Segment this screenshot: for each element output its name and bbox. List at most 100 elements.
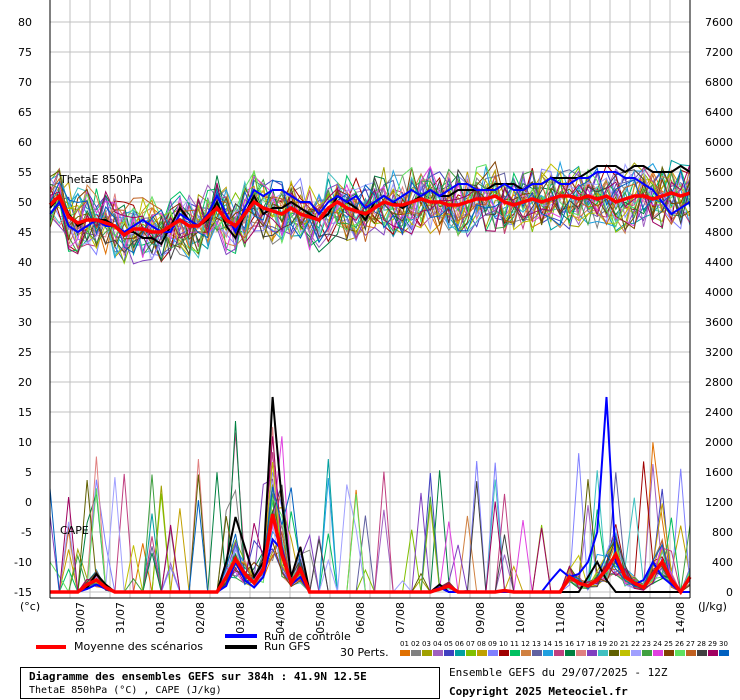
pert-swatch — [422, 650, 432, 656]
pert-number: 04 — [433, 640, 442, 648]
right-tick-label: 0 — [726, 586, 733, 599]
theta-perturbation-line — [49, 164, 691, 255]
date-tick-label: 11/08 — [554, 602, 567, 634]
left-tick-label: -15 — [14, 586, 32, 599]
pert-number: 06 — [455, 640, 464, 648]
footer-title: Diagramme des ensembles GEFS sur 384h : … — [29, 670, 367, 683]
date-tick-label: 09/08 — [474, 602, 487, 634]
date-tick-label: 08/08 — [434, 602, 447, 634]
pert-number: 16 — [565, 640, 574, 648]
pert-number: 12 — [521, 640, 530, 648]
pert-number: 17 — [576, 640, 585, 648]
pert-number: 20 — [609, 640, 618, 648]
right-tick-label: 1600 — [705, 466, 733, 479]
right-axis-ticks: 7600720068006400600056005200480044004000… — [705, 16, 733, 599]
cape-label: CAPE — [60, 524, 89, 537]
pert-number: 26 — [675, 640, 684, 648]
pert-number: 13 — [532, 640, 541, 648]
run-info: Ensemble GEFS du 29/07/2025 - 12Z — [449, 666, 668, 679]
pert-swatch — [543, 650, 553, 656]
pert-swatch — [532, 650, 542, 656]
right-tick-label: 6800 — [705, 76, 733, 89]
right-tick-label: 4400 — [705, 256, 733, 269]
theta-label: ThetaE 850hPa — [59, 173, 143, 186]
left-tick-label: -10 — [14, 556, 32, 569]
pert-swatch — [719, 650, 729, 656]
pert-number: 21 — [620, 640, 629, 648]
theta-mean-line — [48, 191, 691, 238]
pert-number: 19 — [598, 640, 607, 648]
pert-swatch — [444, 650, 454, 656]
date-tick-label: 10/08 — [514, 602, 527, 634]
pert-number: 27 — [686, 640, 695, 648]
footer-subtitle: ThetaE 850hPa (°C) , CAPE (J/kg) — [29, 685, 222, 696]
cape-mean-line — [50, 513, 692, 596]
pert-swatch — [620, 650, 630, 656]
date-tick-label: 05/08 — [314, 602, 327, 634]
pert-swatch — [466, 650, 476, 656]
legend-control-label: Run de contrôle — [264, 630, 351, 643]
left-axis-unit: (°c) — [20, 600, 40, 613]
legend-mean-label: Moyenne des scénarios — [74, 640, 203, 653]
pert-number: 14 — [543, 640, 552, 648]
pert-swatch — [576, 650, 586, 656]
date-tick-label: 31/07 — [114, 602, 127, 634]
legend-control-line — [225, 634, 257, 638]
pert-number: 29 — [708, 640, 717, 648]
pert-number: 22 — [631, 640, 640, 648]
right-tick-label: 2400 — [705, 406, 733, 419]
left-tick-label: 75 — [18, 46, 32, 59]
date-tick-label: 04/08 — [274, 602, 287, 634]
theta-perturbation-line — [49, 162, 691, 261]
left-tick-label: 20 — [18, 376, 32, 389]
date-tick-label: 01/08 — [154, 602, 167, 634]
left-tick-label: 35 — [18, 286, 32, 299]
footer-box: Diagramme des ensembles GEFS sur 384h : … — [20, 667, 440, 699]
theta-control-line — [49, 171, 691, 235]
date-tick-label: 02/08 — [194, 602, 207, 634]
pert-swatch — [631, 650, 641, 656]
pert-swatch — [686, 650, 696, 656]
pert-swatch — [521, 650, 531, 656]
right-tick-label: 800 — [712, 526, 733, 539]
date-tick-label: 07/08 — [394, 602, 407, 634]
pert-number: 10 — [499, 640, 508, 648]
theta-perturbation-line — [49, 167, 691, 254]
right-tick-label: 1200 — [705, 496, 733, 509]
right-tick-label: 4000 — [705, 286, 733, 299]
pert-number: 28 — [697, 640, 706, 648]
right-tick-label: 3600 — [705, 316, 733, 329]
pert-swatch — [400, 650, 410, 656]
pert-number: 05 — [444, 640, 453, 648]
pert-swatch — [477, 650, 487, 656]
date-tick-label: 13/08 — [634, 602, 647, 634]
left-tick-label: 10 — [18, 436, 32, 449]
date-tick-label: 14/08 — [674, 602, 687, 634]
right-tick-label: 4800 — [705, 226, 733, 239]
pert-number: 07 — [466, 640, 475, 648]
date-axis-ticks: 30/07 31/07 01/08 02/08 03/08 04/08 05/08 06/08… — [74, 602, 687, 634]
right-tick-label: 7200 — [705, 46, 733, 59]
date-tick-label: 12/08 — [594, 602, 607, 634]
pert-number: 02 — [411, 640, 420, 648]
left-tick-label: 80 — [18, 16, 32, 29]
right-tick-label: 3200 — [705, 346, 733, 359]
pert-swatch — [554, 650, 564, 656]
pert-number: 30 — [719, 640, 728, 648]
left-tick-label: 50 — [18, 196, 32, 209]
pert-number: 09 — [488, 640, 497, 648]
right-axis-unit: (J/kg) — [698, 600, 727, 613]
pert-swatch — [609, 650, 619, 656]
pert-swatch — [455, 650, 465, 656]
legend-perts-label: 30 Perts. — [340, 646, 389, 659]
left-tick-label: 30 — [18, 316, 32, 329]
pert-swatch — [488, 650, 498, 656]
pert-number: 18 — [587, 640, 596, 648]
pert-swatch — [411, 650, 421, 656]
legend-gfs-line — [225, 645, 257, 649]
pert-swatch — [565, 650, 575, 656]
right-tick-label: 2000 — [705, 436, 733, 449]
pert-swatch — [510, 650, 520, 656]
